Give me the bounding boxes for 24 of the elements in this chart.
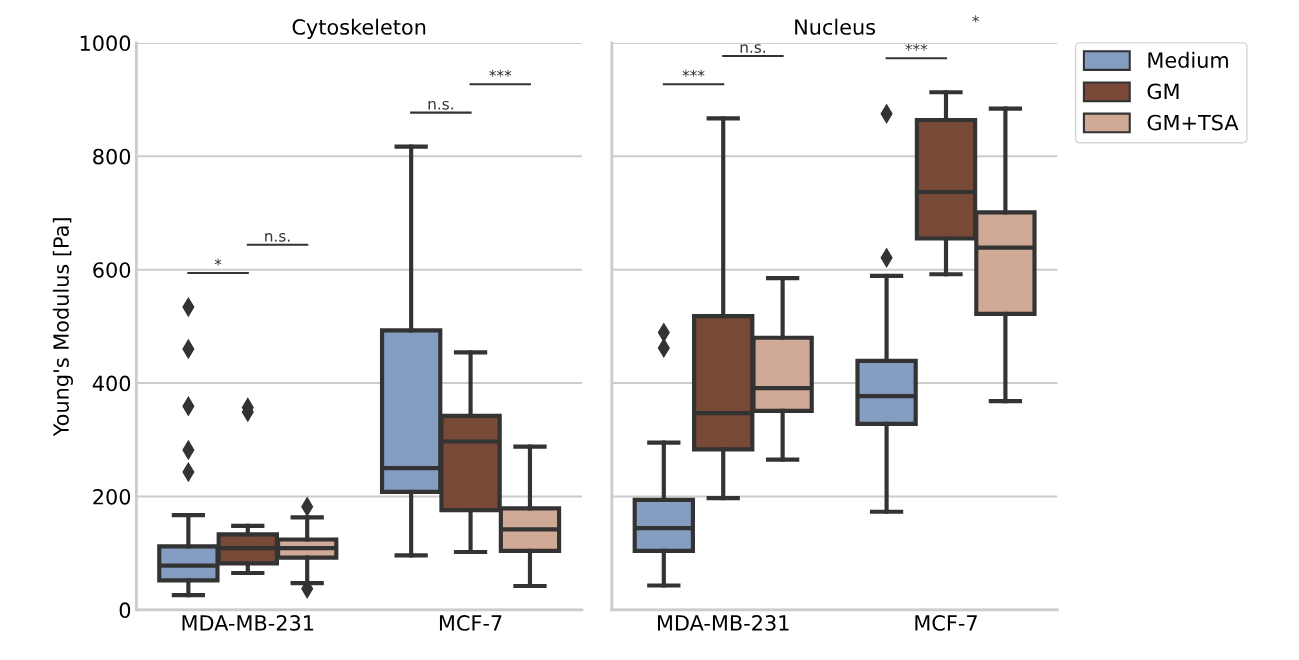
annotation: *** — [905, 43, 928, 51]
y-tick-label: 1000 — [80, 35, 131, 52]
text: * — [972, 15, 980, 23]
y-tick-label: 600 — [93, 262, 131, 278]
x-tick-label: MDA-MB-231 — [658, 615, 789, 631]
y-tick-label: 800 — [93, 148, 131, 165]
annotation: *** — [489, 69, 512, 77]
x-tick-label: MDA-MB-231 — [182, 615, 314, 631]
chart-title: Cytoskeleton — [292, 18, 426, 39]
legend-label: GM — [1147, 83, 1179, 100]
annotation: n.s. — [740, 44, 765, 53]
y-tick-label: 400 — [92, 375, 131, 392]
chart-title: Nucleus — [795, 18, 876, 35]
annotation: n.s. — [265, 233, 290, 242]
annotation: *** — [682, 69, 705, 77]
y-tick-label: 200 — [93, 488, 131, 505]
legend-label: Medium — [1148, 51, 1228, 68]
y-tick-label: 0 — [119, 602, 131, 619]
legend-label: GM+TSA — [1147, 114, 1239, 131]
x-tick-label: MCF-7 — [439, 615, 502, 631]
x-tick-label: MCF-7 — [915, 615, 977, 631]
y-axis-title: Young's Modulus [Pa] — [52, 218, 73, 437]
annotation: * — [214, 258, 222, 266]
annotation: n.s. — [428, 100, 453, 110]
